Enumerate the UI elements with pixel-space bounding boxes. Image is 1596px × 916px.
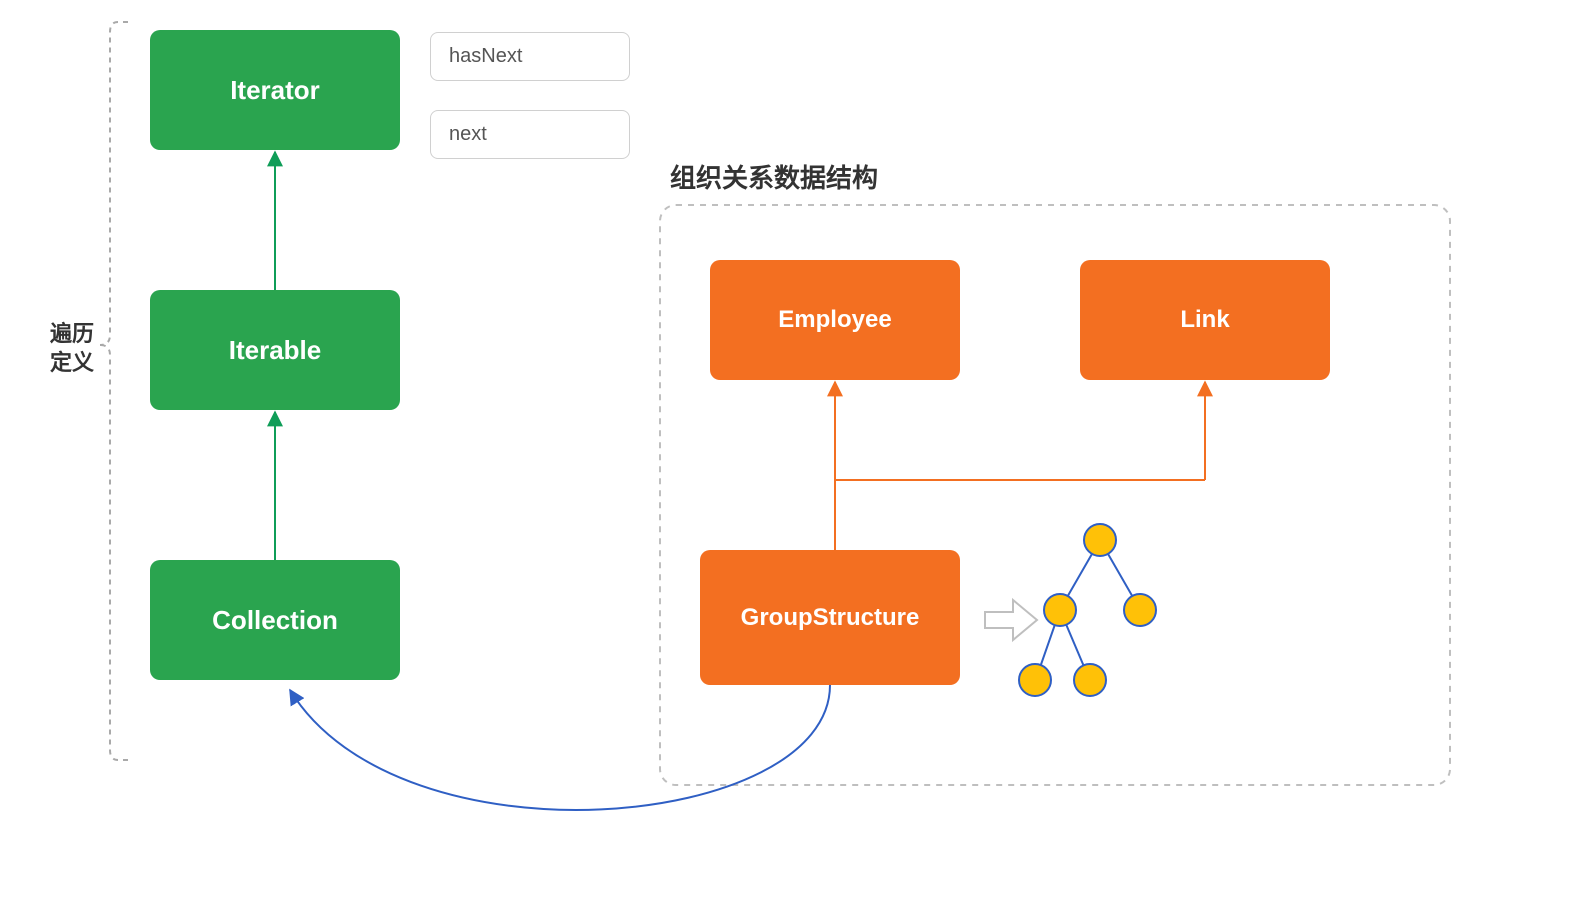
- thick-arrow-icon: [985, 600, 1037, 640]
- method-next: next: [430, 110, 630, 159]
- arrow-groupstructure-to-collection: [290, 685, 830, 810]
- node-employee: Employee: [710, 260, 960, 380]
- node-link: Link: [1080, 260, 1330, 380]
- node-iterable: Iterable: [150, 290, 400, 410]
- left-bracket: [100, 22, 128, 760]
- right-panel-title: 组织关系数据结构: [670, 158, 878, 195]
- node-collection: Collection: [150, 560, 400, 680]
- left-bracket-label: 遍历 定义: [50, 320, 94, 377]
- diagram-canvas: 遍历 定义 Iterator Iterable Collection hasNe…: [0, 0, 1596, 916]
- node-iterator: Iterator: [150, 30, 400, 150]
- fork-groupstructure: [835, 382, 1205, 550]
- node-groupstructure: GroupStructure: [700, 550, 960, 685]
- tree-nodes: [1019, 524, 1156, 696]
- method-hasnext: hasNext: [430, 32, 630, 81]
- tree-diagram: [1037, 540, 1138, 676]
